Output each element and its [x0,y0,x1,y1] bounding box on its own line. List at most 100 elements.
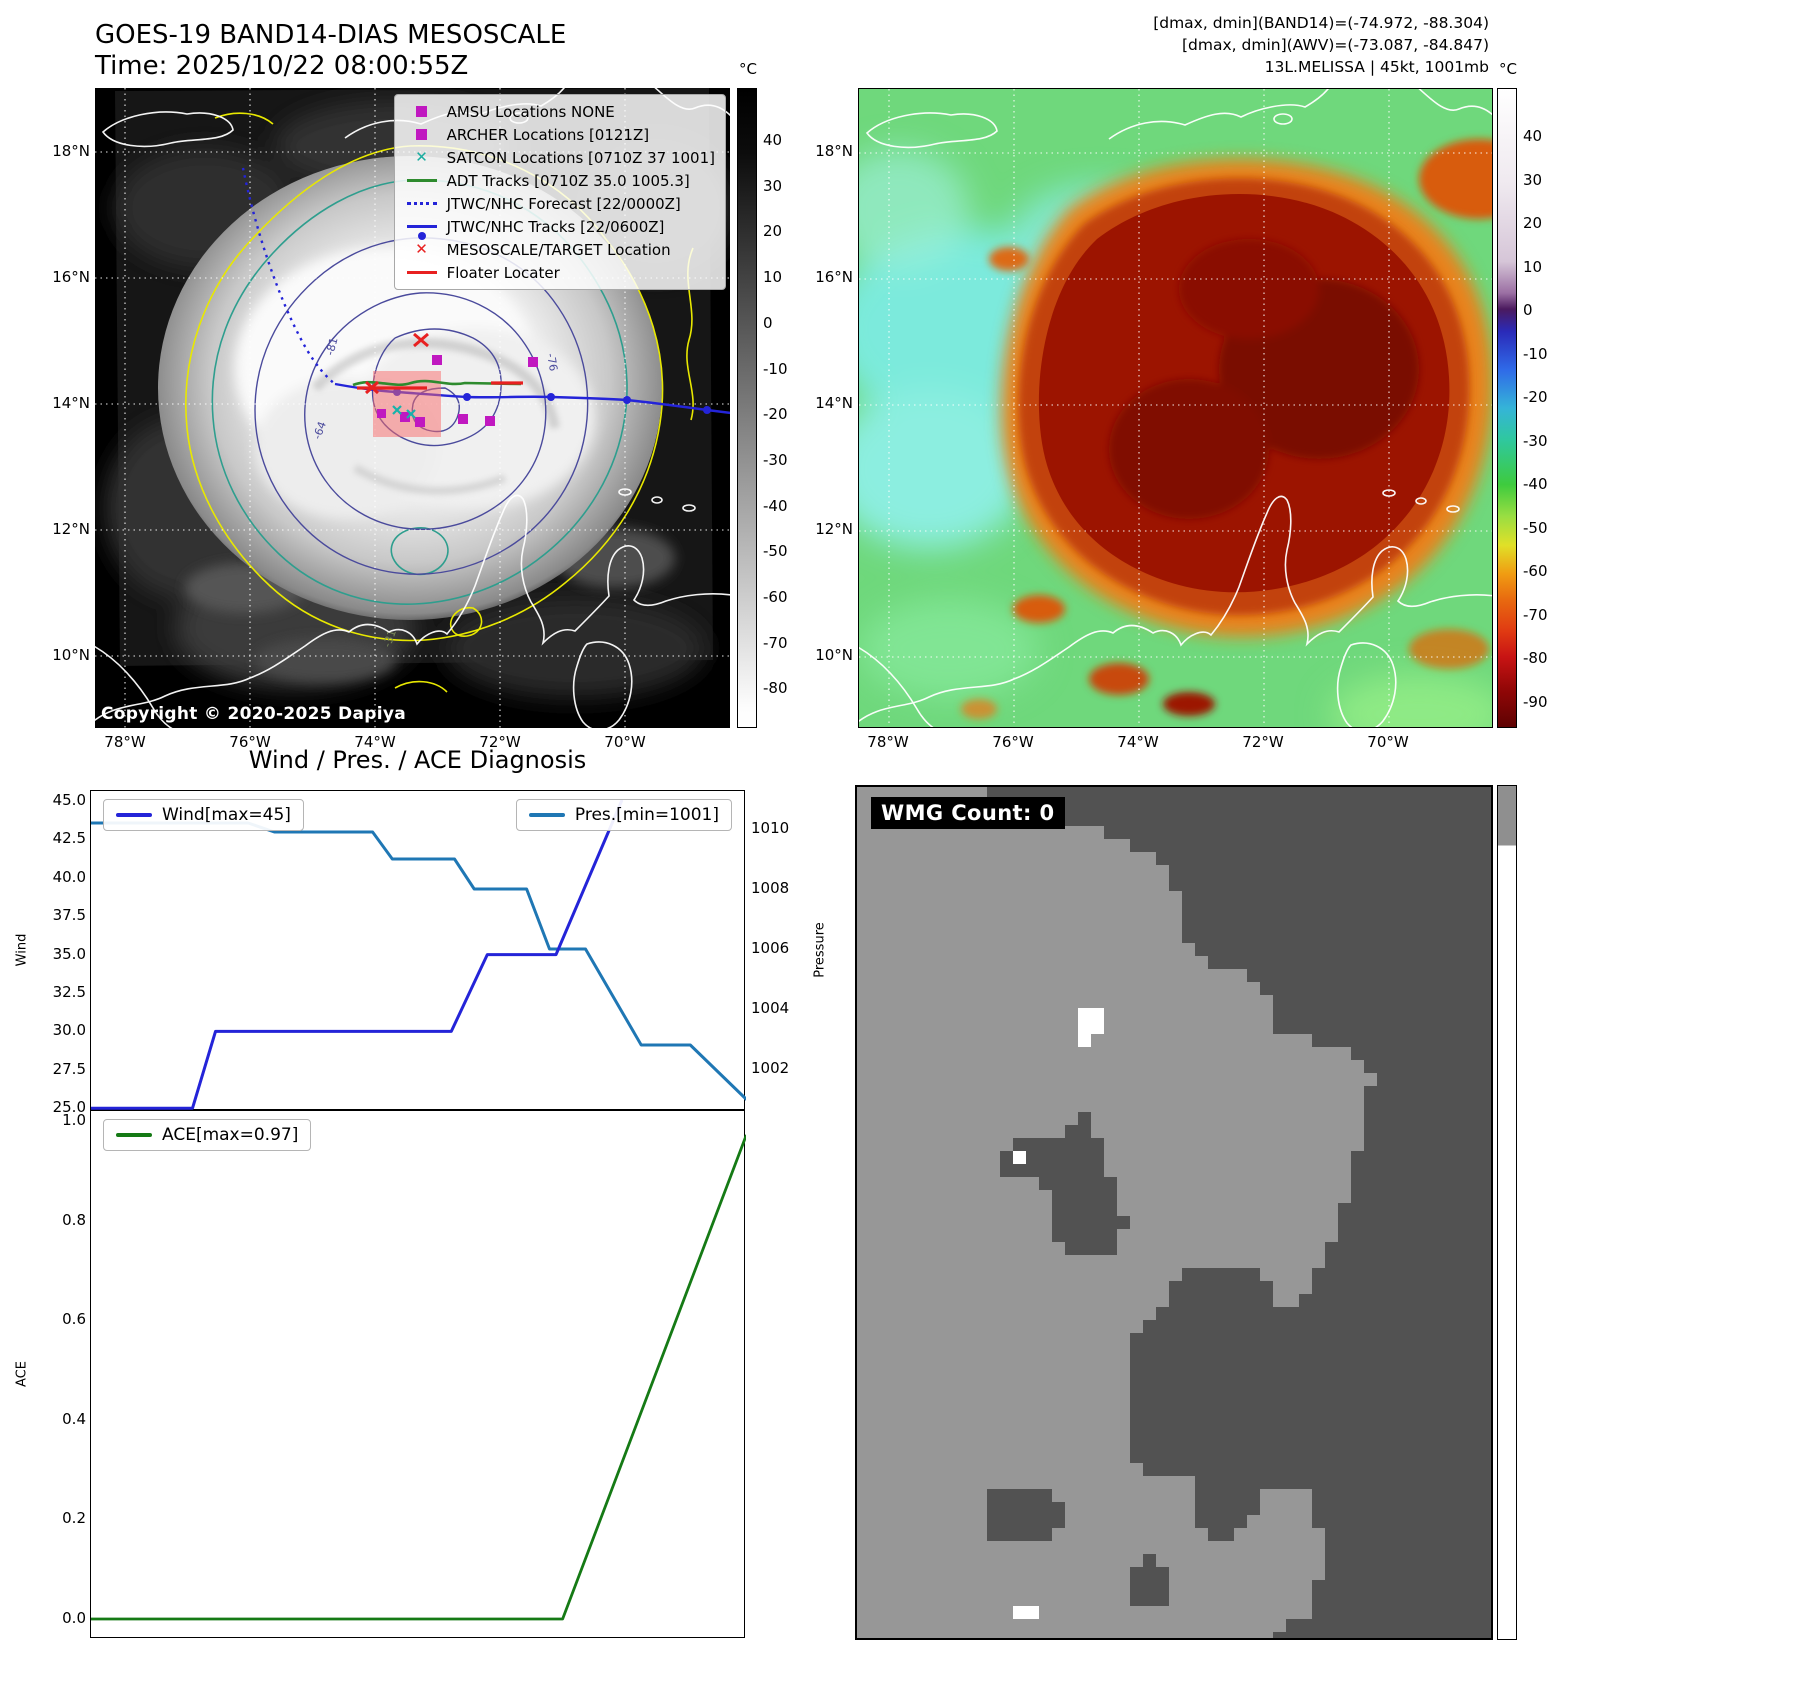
legend-label: MESOSCALE/TARGET Location [446,240,671,259]
wind-legend-label: Wind[max=45] [162,805,291,825]
band14-time: Time: 2025/10/22 08:00:55Z [95,51,469,81]
colorbar-tick-label: -50 [763,542,788,561]
wind-pressure-plot [89,799,748,1110]
wmg-count-badge: WMG Count: 0 [871,797,1065,829]
lon-tick-label: 70°W [1367,733,1409,751]
pressure-line-sample-icon [528,812,565,818]
legend-label: JTWC/NHC Tracks [22/0600Z] [446,217,665,236]
lon-tick-label: 74°W [354,733,396,751]
ace-line-sample-icon [116,1132,152,1138]
dmax-dmin-awv-text: [dmax, dmin](AWV)=(-73.087, -84.847) [1182,36,1489,54]
colorbar-tick-label: -40 [763,496,788,515]
colorbar-tick-label: 20 [1523,214,1543,232]
legend-label: ADT Tracks [0710Z 35.0 1005.3] [446,171,690,190]
ace-legend: ACE[max=0.97] [103,1119,312,1151]
colorbar-tick-label: 40 [763,131,783,149]
wind-line-sample-icon [116,812,152,818]
lon-tick-label: 78°W [867,733,909,751]
wmg-panel: WMG Count: 0 [855,785,1493,1640]
legend-label: Floater Locater [446,263,560,282]
x-icon: ✕ [415,240,428,258]
pressure-tick-label: 1004 [751,999,790,1017]
colorbar-tick-label: 0 [763,313,773,332]
colorbar-tick-label: -30 [763,450,788,469]
colorbar-tick-label: 10 [763,268,783,287]
band14-title: GOES-19 BAND14-DIAS MESOSCALE [95,20,567,50]
legend-item: JTWC/NHC Tracks [22/0600Z] [405,216,715,241]
legend-item: JTWC/NHC Forecast [22/0000Z] [405,193,715,214]
pressure-tick-label: 1006 [751,939,790,957]
colorbar-tick-label: 30 [1523,170,1543,189]
colorbar-tick-label: 40 [1523,127,1543,145]
pressure-axis-label: Pressure [812,922,828,978]
square-icon [405,129,439,140]
series-line [89,821,748,1101]
lat-tick-label: 18°N [815,142,853,160]
lat-tick-label: 10°N [52,646,90,664]
svg-text:-76: -76 [544,352,560,372]
floater-locater-line [357,381,523,390]
legend-item: Floater Locater [405,262,715,283]
lat-tick-label: 12°N [815,520,853,538]
ace-tick-label: 0.2 [62,1509,86,1528]
ace-tick-label: 0.6 [62,1310,86,1329]
pressure-tick-label: 1002 [751,1059,790,1077]
legend-label: ARCHER Locations [0121Z] [446,125,650,144]
awv-colorbar-unit: °C [1499,60,1517,78]
adt-track [352,379,522,387]
satcon-markers [392,405,416,419]
svg-text:-81: -81 [323,336,340,357]
colorbar-tick-label: -60 [763,588,788,606]
legend-item: ADT Tracks [0710Z 35.0 1005.3] [405,170,715,191]
band14-legend: AMSU Locations NONE ARCHER Locations [012… [393,94,726,290]
square-icon [405,106,439,117]
colorbar-tick-label: 10 [1523,257,1543,276]
wind-pressure-chart: Wind[max=45] Pres.[min=1001] [89,790,748,1110]
lon-tick-label: 76°W [229,733,271,751]
lon-tick-label: 76°W [992,733,1034,751]
legend-label: SATCON Locations [0710Z 37 1001] [446,148,715,167]
colorbar-tick-label: -70 [1523,605,1548,624]
contour-value-labels: -81 -76 -64 [311,336,560,441]
pressure-axis-ticks: 1010 1008 1006 1004 1002 [751,790,801,1110]
awv-colorbar-ticks: 40 30 20 10 0 -10 -20 -30 -40 -50 -60 -70 -80 -90 [1523,88,1568,728]
wmg-colorbar [1497,785,1517,1640]
wind-tick-label: 27.5 [52,1059,86,1078]
band14-lat-axis: 18°N 16°N 14°N 12°N 10°N [34,88,90,728]
ace-legend-label: ACE[max=0.97] [162,1125,299,1145]
wind-axis-label: Wind [14,933,30,967]
lon-tick-label: 72°W [479,733,521,751]
pressure-tick-label: 1010 [751,819,790,837]
colorbar-tick-label: -20 [1523,388,1548,406]
svg-text:-64: -64 [311,420,329,441]
linedot-icon [405,225,439,241]
jtwc-forecast-track [241,167,336,385]
wind-tick-label: 30.0 [52,1021,86,1040]
wind-tick-label: 40.0 [52,867,86,886]
band14-colorbar-ticks: 40 30 20 10 0 -10 -20 -30 -40 -50 -60 -70 -80 [763,88,808,728]
line-icon [405,179,439,182]
awv-colorbar [1497,88,1517,728]
colorbar-tick-label: -20 [763,405,788,424]
lon-tick-label: 72°W [1242,733,1284,751]
wind-tick-label: 42.5 [52,829,86,848]
lon-tick-label: 78°W [104,733,146,751]
legend-item: ✕ MESOSCALE/TARGET Location [405,239,715,260]
colorbar-tick-label: -10 [763,359,788,378]
colorbar-tick-label: -10 [1523,344,1548,363]
wind-tick-label: 32.5 [52,983,86,1001]
wind-tick-label: 45.0 [52,791,86,809]
lon-tick-label: 70°W [604,733,646,751]
lat-tick-label: 16°N [815,268,853,286]
legend-label: AMSU Locations NONE [446,102,615,121]
legend-label: JTWC/NHC Forecast [22/0000Z] [446,194,681,213]
colorbar-tick-label: 30 [763,176,783,195]
storm-status-text: 13L.MELISSA | 45kt, 1001mb [1264,58,1489,76]
pressure-legend-label: Pres.[min=1001] [574,805,719,825]
colorbar-tick-label: 20 [763,222,783,241]
wind-tick-label: 25.0 [52,1098,86,1117]
legend-item: ARCHER Locations [0121Z] [405,124,715,145]
series-line [89,1134,748,1621]
colorbar-tick-label: 0 [1523,301,1533,319]
